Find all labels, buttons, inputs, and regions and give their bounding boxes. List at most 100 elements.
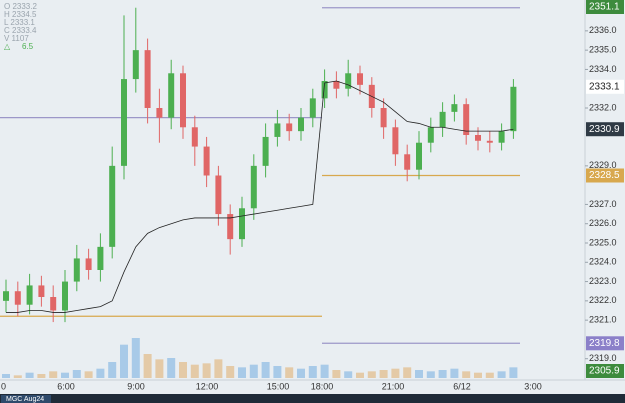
y-tick-label: 2324.0 <box>589 257 617 267</box>
footer-bar <box>0 394 625 403</box>
candle-body <box>85 258 92 270</box>
candle-body <box>321 81 328 99</box>
x-tick-label: 12:00 <box>196 381 219 391</box>
candle-body <box>498 131 505 143</box>
volume-bar <box>226 366 235 378</box>
candle-body <box>26 285 33 305</box>
candle-body <box>14 291 21 305</box>
volume-bar <box>415 370 423 378</box>
price-label-box <box>586 168 624 183</box>
y-tick-label: 2327.0 <box>589 199 617 209</box>
volume-bar <box>426 371 435 378</box>
candle-body <box>416 142 422 170</box>
volume-bar <box>120 344 128 378</box>
volume-bar <box>509 367 518 378</box>
candle-body <box>38 285 45 297</box>
volume-bar <box>438 370 447 378</box>
y-tick-label: 2332.0 <box>589 102 617 112</box>
candle-body <box>215 175 222 215</box>
candle-body <box>380 108 387 128</box>
volume-bar <box>238 367 246 378</box>
volume-bar <box>320 364 329 378</box>
legend-item: L 2333.1 <box>4 18 35 27</box>
candle-body <box>203 146 210 176</box>
volume-bar <box>2 374 10 378</box>
price-label: 2333.1 <box>589 81 620 92</box>
x-tick-label: 6/12 <box>453 381 471 391</box>
volume-bar <box>214 359 223 378</box>
candle-body <box>345 73 352 89</box>
y-tick-label: 2319.0 <box>589 353 617 363</box>
volume-bar <box>96 368 105 378</box>
price-label-box <box>586 336 624 351</box>
symbol-tab[interactable] <box>1 395 51 403</box>
legend: O 2333.2H 2334.5L 2333.1C 2333.4V 1107△ 6… <box>4 2 37 51</box>
x-tick-label: 6:00 <box>57 381 75 391</box>
y-tick-label: 2329.0 <box>589 160 617 170</box>
candle-body <box>156 108 163 118</box>
x-tick-label: 3:00 <box>524 381 542 391</box>
volume-bar <box>273 366 282 378</box>
y-tick-label: 2322.0 <box>589 295 617 305</box>
volume-bar <box>49 371 58 378</box>
candle-body <box>404 154 411 170</box>
volume-bar <box>61 372 69 378</box>
candle-body <box>227 214 234 240</box>
y-tick-label: 2321.0 <box>589 315 617 325</box>
candle-body <box>392 127 399 155</box>
candle-body <box>486 140 493 143</box>
legend-item: O 2333.2 <box>4 2 37 11</box>
symbol: MGC Aug24 <box>6 396 44 403</box>
volume-bar <box>167 358 176 378</box>
volume-bar <box>72 370 81 378</box>
price-label: 2351.1 <box>589 2 620 13</box>
volume-bar <box>308 366 317 378</box>
volume-bar <box>462 371 471 378</box>
x-tick-label: 0 <box>1 381 6 391</box>
volume-bar <box>37 374 46 378</box>
candle-body <box>451 104 458 112</box>
volume-bar <box>179 362 187 378</box>
candle-body <box>463 104 470 135</box>
candle-body <box>439 111 446 128</box>
candle-body <box>191 127 198 147</box>
volume-bar <box>143 354 152 378</box>
volume-bar <box>249 364 258 378</box>
volume-bar <box>202 363 211 378</box>
candle-body <box>250 165 257 209</box>
volume-bar <box>485 372 494 378</box>
volume-bar <box>332 370 341 378</box>
volume-bar <box>403 367 412 378</box>
candle-body <box>475 135 481 141</box>
volume-bar <box>190 364 199 378</box>
x-tick-label: 21:00 <box>382 381 405 391</box>
y-tick-label: 2325.0 <box>589 237 617 247</box>
volume-bar <box>297 368 305 378</box>
change-icon: △ <box>4 42 11 51</box>
volume-bar <box>497 371 506 378</box>
volume-bar <box>131 338 140 378</box>
legend-item: V 1107 <box>4 34 29 43</box>
x-tick-label: 9:00 <box>127 381 145 391</box>
candle-body <box>298 117 304 132</box>
candle-body <box>3 291 9 301</box>
legend-item: C 2333.4 <box>4 26 37 35</box>
candle-body <box>239 208 245 240</box>
volume-bar <box>13 375 22 378</box>
candle-body <box>62 281 68 311</box>
volume-bar <box>356 372 364 378</box>
volume-bar <box>108 362 117 378</box>
price-label: 2305.9 <box>589 366 620 377</box>
candle-body <box>333 81 340 89</box>
y-tick-label: 2336.0 <box>589 25 617 35</box>
volume-bar <box>474 372 482 378</box>
candle-body <box>97 246 104 270</box>
price-label-box <box>586 122 624 137</box>
candle-body <box>50 297 57 311</box>
candle-body <box>109 165 116 247</box>
y-tick-label: 2323.0 <box>589 276 617 286</box>
candle-body <box>262 136 269 166</box>
volume-bar <box>367 371 376 378</box>
